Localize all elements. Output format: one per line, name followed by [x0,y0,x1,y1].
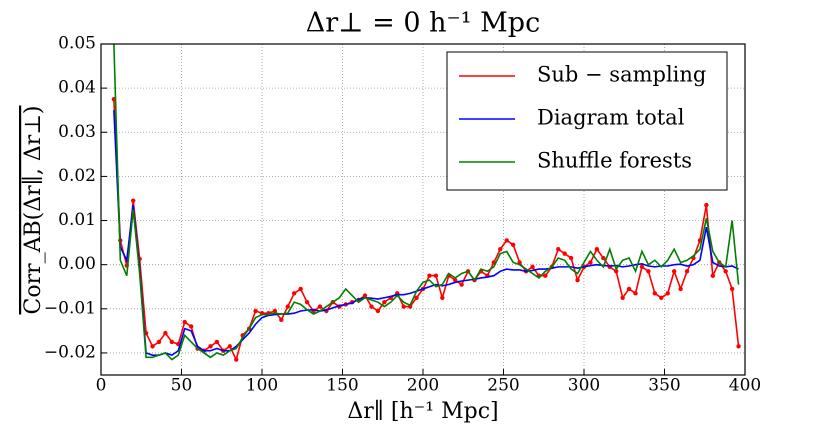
x-tick-label: 300 [568,376,600,396]
data-point [214,339,220,345]
data-point [292,291,297,296]
data-point [188,324,194,329]
data-point [665,291,670,296]
legend-label: Diagram total [537,106,685,130]
x-tick-label: 100 [246,376,278,396]
data-point [427,273,432,278]
data-point [362,293,368,298]
data-point [594,247,600,252]
data-point [710,273,715,278]
y-axis-label: Corr_AB(Δr∥, Δr⊥) [21,106,46,315]
data-point [646,269,651,274]
y-tick-label: 0.05 [58,34,96,54]
data-point [182,319,187,325]
legend-box [446,51,728,191]
data-point [440,295,445,300]
data-point [736,344,741,349]
x-tick-label: 400 [729,376,761,396]
data-point [369,304,374,309]
data-point [414,295,419,300]
data-point [568,255,574,261]
y-tick-label: −0.01 [44,298,96,318]
y-tick-label: 0.02 [58,166,96,186]
data-point [156,339,162,345]
data-point [729,286,735,292]
data-point [253,308,258,314]
data-point [652,291,658,296]
data-point [684,269,690,274]
data-point [208,344,213,349]
data-point [150,344,155,349]
data-point [530,264,535,270]
data-point [575,277,580,283]
x-tick-label: 250 [487,376,519,396]
data-point [285,304,290,309]
data-point [601,255,606,261]
y-tick-label: 0.03 [58,122,96,142]
data-point [169,339,175,345]
y-tick-label: −0.02 [44,342,96,362]
data-point [272,308,278,314]
data-point [304,299,310,305]
series-line [113,44,740,361]
x-tick-label: 0 [96,376,107,396]
data-point [620,295,625,300]
data-point [639,264,645,270]
y-tick-label: 0.04 [58,78,96,98]
data-point [317,304,323,309]
data-point [633,291,638,296]
data-point [453,277,458,283]
data-point [227,344,232,349]
data-point [704,202,709,208]
x-tick-label: 200 [407,376,439,396]
data-point [382,299,387,305]
x-tick-label: 150 [326,376,358,396]
data-point [588,260,593,265]
data-point [459,282,464,287]
data-point [562,251,567,256]
data-point [279,317,284,323]
data-point [614,269,619,274]
plot-frame [100,43,746,376]
series-line [113,110,739,357]
data-point [131,198,136,203]
data-point [556,247,561,252]
data-point [543,273,548,278]
y-tick-label: 0.01 [58,210,96,230]
data-point [433,273,439,278]
y-tick-label: 0.00 [58,254,96,274]
data-point [163,330,168,336]
data-point [678,286,683,292]
data-point [498,247,503,252]
legend-label: Sub − sampling [537,63,706,87]
data-point [723,269,728,274]
legend-label: Shuffle forests [537,149,692,173]
data-point [298,286,303,292]
chart-title: Δr⊥ = 0 h⁻¹ Mpc [306,8,540,39]
x-tick-label: 50 [171,376,193,396]
data-point [626,286,632,292]
data-point [671,269,677,274]
data-point [504,238,509,243]
data-point [375,308,381,314]
x-tick-label: 350 [648,376,680,396]
x-axis-label: Δr∥ [h⁻¹ Mpc] [347,399,498,424]
data-point [401,304,406,309]
data-point [510,242,516,248]
data-point [659,295,664,300]
data-point [234,357,239,362]
